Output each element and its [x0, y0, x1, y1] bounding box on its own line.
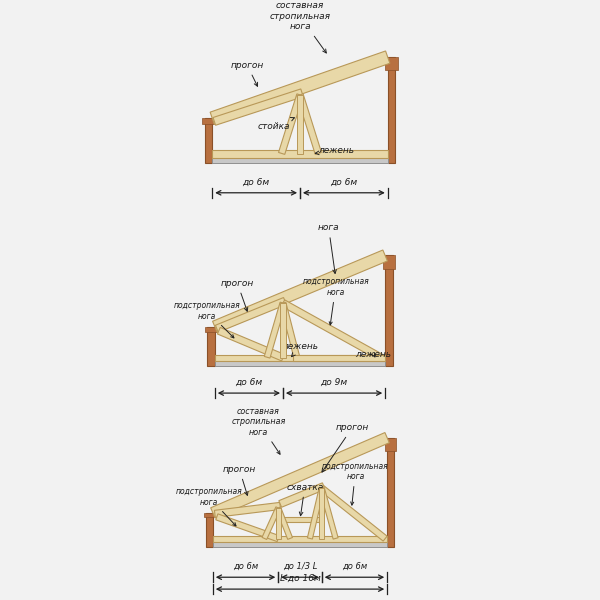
- Text: до 6м: до 6м: [233, 562, 258, 571]
- Text: схватка: схватка: [286, 482, 323, 515]
- Polygon shape: [214, 502, 281, 517]
- Bar: [297, 95, 303, 154]
- Bar: [215, 361, 385, 366]
- Polygon shape: [213, 89, 304, 125]
- Polygon shape: [293, 355, 385, 361]
- Bar: [280, 303, 286, 358]
- Bar: [205, 118, 212, 163]
- Polygon shape: [216, 514, 279, 542]
- Polygon shape: [278, 517, 322, 522]
- Text: подстропильная
нога: подстропильная нога: [302, 277, 369, 325]
- Text: составная
стропильная
нога: составная стропильная нога: [269, 1, 331, 53]
- Text: прогон: прогон: [223, 465, 256, 496]
- Bar: [385, 256, 392, 367]
- Polygon shape: [280, 302, 300, 358]
- Text: прогон: прогон: [322, 423, 369, 472]
- Bar: [213, 542, 387, 547]
- Polygon shape: [211, 433, 389, 518]
- Polygon shape: [264, 302, 286, 358]
- Bar: [206, 513, 213, 547]
- Text: до 6м: до 6м: [235, 378, 262, 387]
- Polygon shape: [210, 51, 390, 124]
- Polygon shape: [297, 94, 322, 154]
- Text: лежень: лежень: [282, 342, 318, 356]
- Bar: [387, 437, 394, 547]
- Text: стойка: стойка: [257, 118, 295, 131]
- Text: лежень: лежень: [355, 350, 391, 359]
- Bar: [319, 488, 324, 539]
- Text: прогон: прогон: [230, 61, 264, 86]
- Polygon shape: [215, 298, 286, 332]
- Polygon shape: [281, 300, 383, 361]
- Text: до 1/3 L: до 1/3 L: [283, 562, 317, 571]
- Polygon shape: [215, 355, 385, 361]
- Text: лежень: лежень: [315, 146, 355, 155]
- Polygon shape: [279, 483, 325, 507]
- Polygon shape: [262, 507, 281, 539]
- Text: до 9м: до 9м: [320, 378, 347, 387]
- Text: нога: нога: [318, 223, 340, 274]
- Text: до 6м: до 6м: [330, 178, 358, 187]
- Polygon shape: [320, 485, 387, 541]
- Polygon shape: [276, 507, 292, 539]
- Polygon shape: [278, 94, 303, 154]
- Bar: [203, 513, 215, 517]
- Text: составная
стропильная
нога: составная стропильная нога: [231, 407, 286, 454]
- Bar: [385, 57, 398, 70]
- Bar: [383, 256, 395, 269]
- Text: L до 16м: L до 16м: [280, 574, 320, 583]
- Text: до 6м: до 6м: [242, 178, 270, 187]
- Text: подстропильная
нога: подстропильная нога: [176, 487, 242, 526]
- Bar: [388, 57, 395, 163]
- Polygon shape: [307, 488, 324, 539]
- Polygon shape: [212, 250, 388, 332]
- Text: подстропильная
нога: подстропильная нога: [322, 461, 389, 505]
- Bar: [212, 157, 388, 163]
- Bar: [276, 508, 281, 539]
- Bar: [202, 118, 215, 124]
- Bar: [208, 327, 215, 367]
- Text: прогон: прогон: [221, 278, 254, 311]
- Polygon shape: [212, 151, 388, 158]
- Text: подстропильная
нога: подстропильная нога: [173, 301, 241, 338]
- Polygon shape: [319, 487, 338, 539]
- Bar: [385, 437, 397, 451]
- Polygon shape: [213, 536, 387, 542]
- Bar: [205, 327, 217, 332]
- Text: до 6м: до 6м: [342, 562, 367, 571]
- Polygon shape: [217, 328, 284, 361]
